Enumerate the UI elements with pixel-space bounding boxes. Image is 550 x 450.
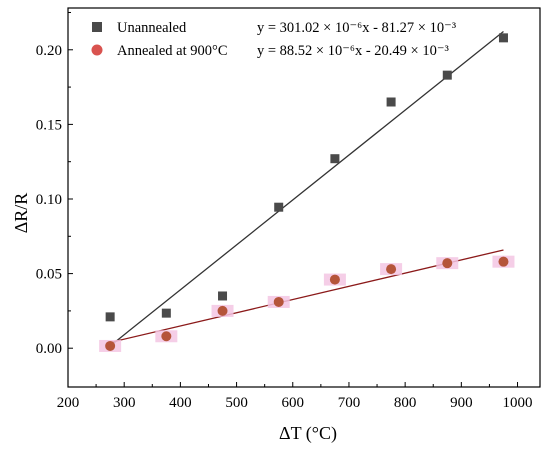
y-axis-label: ΔR/R [11,193,31,234]
data-point-annealed [217,305,228,316]
data-point-unannealed [105,312,115,322]
data-points [99,33,515,352]
data-point-annealed [329,274,340,285]
x-tick-label: 600 [282,395,305,411]
y-tick-label: 0.00 [36,341,62,357]
data-point-annealed [386,264,397,275]
data-point-annealed [273,296,284,307]
x-tick-label: 300 [113,395,136,411]
fit-equation-unannealed: y = 301.02 × 10⁻⁶x - 81.27 × 10⁻³ [257,20,457,36]
y-tick-label: 0.05 [36,267,62,283]
data-point-unannealed [161,308,171,318]
data-point-unannealed [274,202,284,212]
axis-ticks: 200 300 400 500 600 700 800 900 1000 0.00 0.05 0.10… [36,11,533,411]
plot-frame [67,7,541,388]
x-tick-label: 400 [169,395,192,411]
y-tick-label: 0.20 [36,43,62,59]
data-point-annealed [105,340,116,351]
data-point-unannealed [498,33,508,43]
legend-marker-annealed [91,44,103,56]
legend-label-annealed: Annealed at 900°C [117,43,228,59]
plot-border [67,7,541,388]
legend-marker-unannealed [92,22,102,32]
x-tick-label: 1000 [503,395,533,411]
fit-equation-annealed: y = 88.52 × 10⁻⁶x - 20.49 × 10⁻³ [257,43,449,59]
fit-line-unannealed [109,31,504,347]
x-tick-label: 500 [225,395,248,411]
legend: Unannealed y = 301.02 × 10⁻⁶x - 81.27 × … [91,20,457,59]
data-point-annealed [498,256,509,267]
y-tick-label: 0.15 [36,117,62,133]
data-point-unannealed [330,154,340,164]
y-tick-label: 0.10 [36,192,62,208]
data-point-unannealed [442,70,452,80]
data-point-annealed [161,331,172,342]
x-tick-label: 200 [57,395,80,411]
x-tick-label: 800 [394,395,417,411]
legend-label-unannealed: Unannealed [117,20,187,36]
x-tick-label: 900 [450,395,473,411]
data-point-unannealed [218,291,228,301]
x-tick-label: 700 [338,395,361,411]
data-point-unannealed [386,97,396,107]
x-axis-label: ΔT (°C) [279,423,337,444]
data-point-annealed [442,258,453,269]
